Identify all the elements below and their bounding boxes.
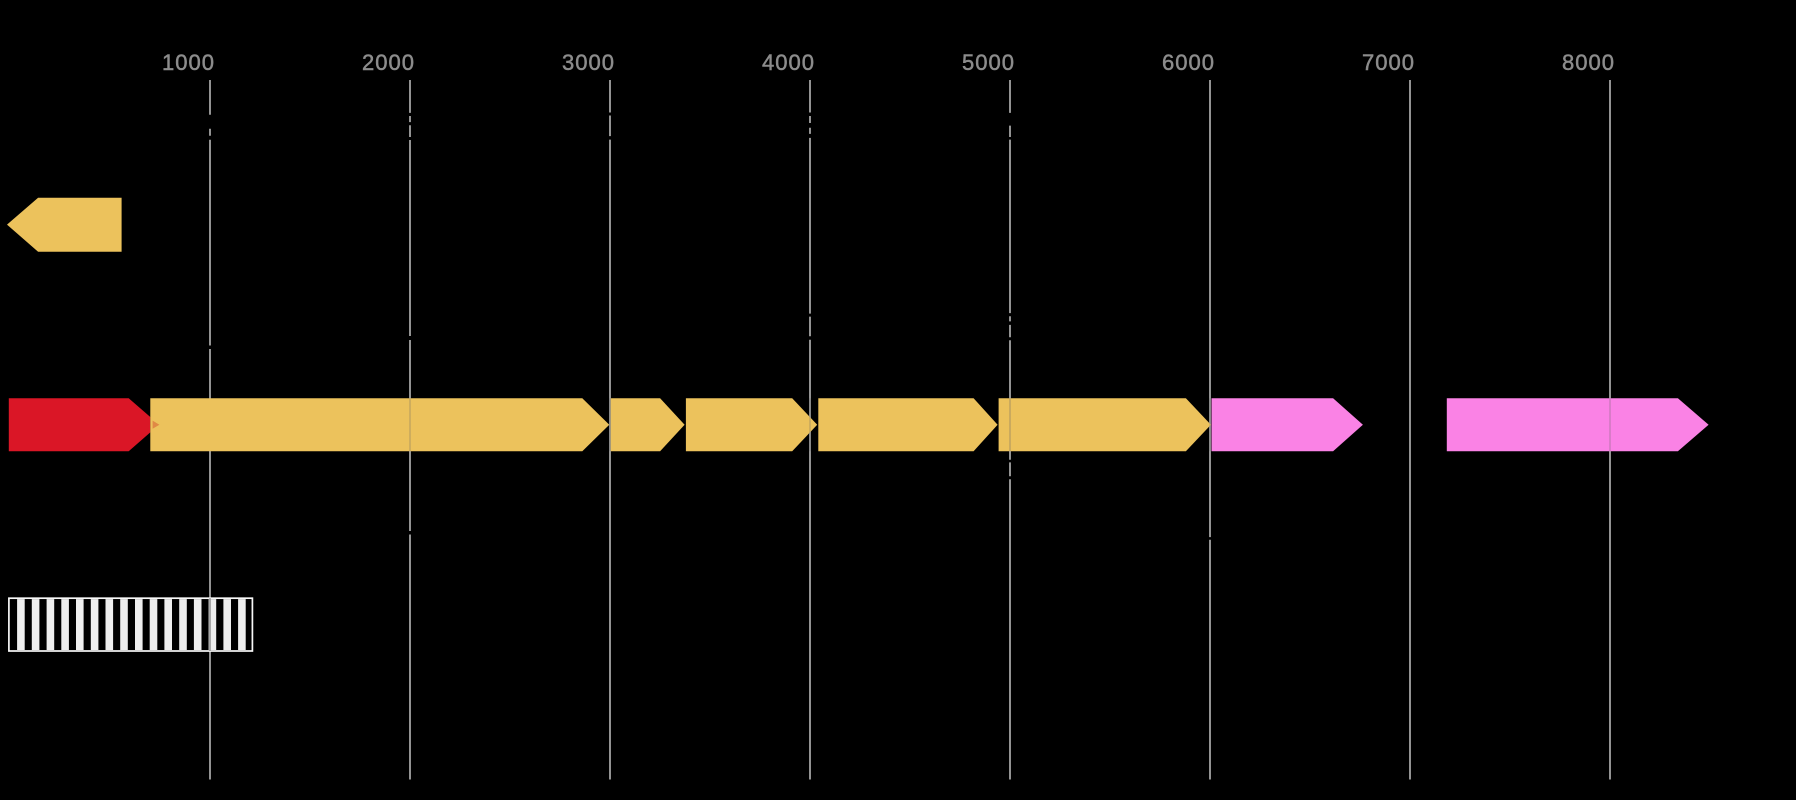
svg-text:2000: 2000 [362, 50, 415, 75]
svg-text:3000: 3000 [562, 50, 615, 75]
svg-text:1000: 1000 [162, 50, 215, 75]
svg-text:5000: 5000 [962, 50, 1015, 75]
svg-text:8000: 8000 [1562, 50, 1615, 75]
svg-text:6000: 6000 [1162, 50, 1215, 75]
svg-text:7000: 7000 [1362, 50, 1415, 75]
svg-text:4000: 4000 [762, 50, 815, 75]
